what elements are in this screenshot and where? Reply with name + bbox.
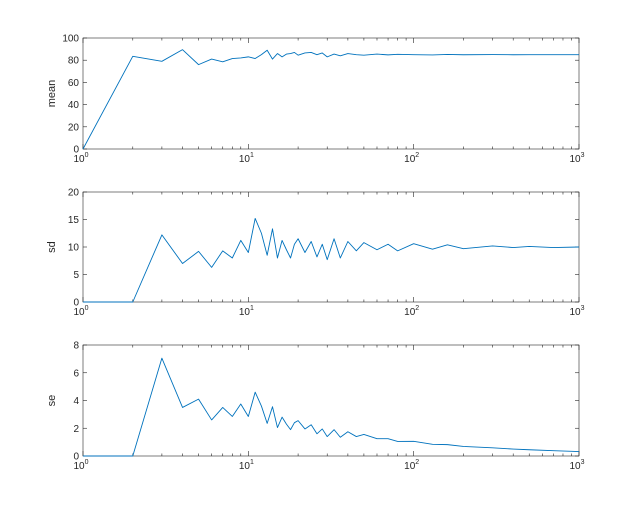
x-ticks-se: 100 101 102 103 bbox=[73, 345, 585, 472]
x-tick-base: 10 bbox=[569, 154, 581, 165]
x-tick-base: 10 bbox=[404, 307, 416, 318]
x-tick-exponent: 1 bbox=[250, 152, 254, 159]
x-tick-exponent: 2 bbox=[415, 305, 419, 312]
x-tick-base: 10 bbox=[239, 154, 251, 165]
x-tick-label: 101 bbox=[239, 152, 254, 165]
y-tick-label: 100 bbox=[62, 34, 79, 45]
x-tick-exponent: 3 bbox=[581, 152, 585, 159]
y-tick-label: 10 bbox=[68, 243, 80, 254]
x-tick-base: 10 bbox=[569, 461, 581, 472]
x-tick-label: 102 bbox=[404, 152, 419, 165]
x-tick-label: 100 bbox=[73, 152, 88, 165]
y-tick-label: 40 bbox=[68, 100, 80, 111]
y-tick-label: 0 bbox=[73, 452, 79, 463]
x-tick-label: 102 bbox=[404, 459, 419, 472]
y-tick-label: 0 bbox=[73, 145, 79, 156]
y-axis-label-mean: mean bbox=[46, 80, 58, 108]
plot-area-sd bbox=[83, 217, 580, 303]
x-tick-label: 103 bbox=[569, 152, 584, 165]
y-tick-label: 8 bbox=[73, 341, 79, 352]
series-line-sd bbox=[83, 217, 580, 303]
x-tick-exponent: 3 bbox=[581, 305, 585, 312]
x-tick-exponent: 1 bbox=[250, 305, 254, 312]
axes-frame-se bbox=[82, 344, 580, 457]
plot-area-mean bbox=[82, 49, 579, 150]
x-tick-base: 10 bbox=[239, 307, 251, 318]
x-tick-base: 10 bbox=[73, 154, 85, 165]
x-tick-label: 101 bbox=[239, 459, 254, 472]
x-tick-exponent: 2 bbox=[415, 152, 419, 159]
y-tick-label: 20 bbox=[68, 188, 80, 199]
x-tick-exponent: 2 bbox=[415, 459, 419, 466]
x-tick-label: 103 bbox=[569, 305, 584, 318]
y-tick-label: 5 bbox=[73, 270, 79, 281]
plot-area-se bbox=[83, 357, 580, 457]
y-tick-label: 2 bbox=[73, 424, 79, 435]
x-ticks-sd: 100 101 102 103 bbox=[73, 192, 585, 318]
y-axis-label-sd: sd bbox=[46, 241, 58, 253]
x-tick-label: 100 bbox=[73, 459, 88, 472]
y-tick-label: 20 bbox=[68, 122, 80, 133]
x-tick-base: 10 bbox=[73, 307, 85, 318]
x-tick-label: 102 bbox=[404, 305, 419, 318]
x-tick-label: 101 bbox=[239, 305, 254, 318]
x-tick-base: 10 bbox=[404, 461, 416, 472]
x-tick-exponent: 0 bbox=[85, 305, 89, 312]
x-tick-exponent: 0 bbox=[85, 459, 89, 466]
y-tick-label: 60 bbox=[68, 78, 80, 89]
series-line-se bbox=[83, 357, 580, 457]
x-tick-base: 10 bbox=[569, 307, 581, 318]
y-tick-label: 15 bbox=[68, 215, 80, 226]
y-tick-label: 80 bbox=[68, 56, 80, 67]
x-tick-label: 100 bbox=[73, 305, 88, 318]
y-tick-label: 6 bbox=[73, 368, 79, 379]
axes-frame-mean bbox=[82, 37, 580, 150]
series-line-mean bbox=[82, 49, 579, 150]
x-tick-exponent: 0 bbox=[85, 152, 89, 159]
x-tick-base: 10 bbox=[239, 461, 251, 472]
y-tick-label: 4 bbox=[73, 396, 79, 407]
x-tick-exponent: 3 bbox=[581, 459, 585, 466]
x-tick-base: 10 bbox=[73, 461, 85, 472]
y-tick-label: 0 bbox=[73, 298, 79, 309]
x-tick-exponent: 1 bbox=[250, 459, 254, 466]
y-axis-label-se: se bbox=[46, 395, 58, 407]
x-tick-base: 10 bbox=[404, 154, 416, 165]
x-ticks-mean: 100 101 102 103 bbox=[73, 38, 585, 165]
x-tick-label: 103 bbox=[569, 459, 584, 472]
